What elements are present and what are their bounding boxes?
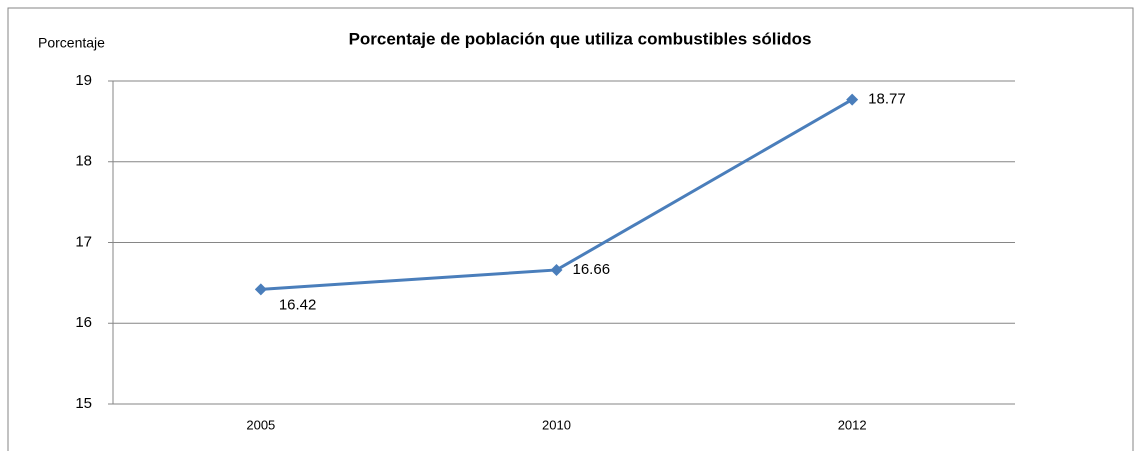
data-label: 18.77 <box>868 91 906 108</box>
y-axis-label: Porcentaje <box>38 35 105 51</box>
data-point <box>550 263 563 276</box>
x-tick-label: 2010 <box>542 417 571 432</box>
x-tick-label: 2005 <box>246 417 275 432</box>
y-tick-label: 16 <box>75 314 92 331</box>
y-tick-label: 19 <box>75 72 92 89</box>
data-label: 16.66 <box>573 261 611 278</box>
data-label: 16.42 <box>279 296 317 313</box>
series-line <box>260 98 853 291</box>
x-tick-label: 2012 <box>838 417 867 432</box>
data-point <box>846 93 859 106</box>
y-tick-label: 18 <box>75 153 92 170</box>
chart-title: Porcentaje de población que utiliza comb… <box>349 29 812 48</box>
data-point <box>254 283 267 296</box>
chart-frame <box>7 7 1134 451</box>
y-tick-label: 15 <box>75 395 92 412</box>
y-tick-label: 17 <box>75 233 92 250</box>
